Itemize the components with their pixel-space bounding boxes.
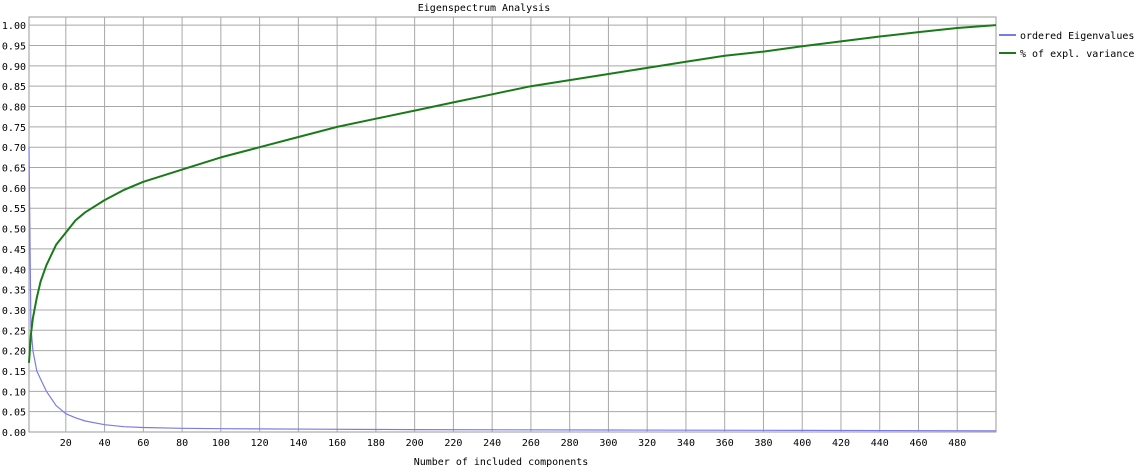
x-tick-label: 120 — [251, 438, 269, 449]
y-tick-label: 0.20 — [2, 347, 26, 358]
x-tick-label: 320 — [638, 438, 656, 449]
y-tick-label: 0.25 — [2, 326, 26, 337]
x-tick-label: 360 — [716, 438, 734, 449]
y-tick-label: 0.75 — [2, 123, 26, 134]
y-tick-label: 0.80 — [2, 103, 26, 114]
grid — [29, 17, 996, 432]
y-tick-label: 0.85 — [2, 82, 26, 93]
y-tick-label: 0.70 — [2, 143, 26, 154]
y-tick-label: 0.05 — [2, 408, 26, 419]
y-tick-label: 0.55 — [2, 204, 26, 215]
y-tick-label: 0.90 — [2, 62, 26, 73]
legend: ordered Eigenvalues % of expl. variance — [999, 31, 1134, 60]
y-tick-label: 0.40 — [2, 265, 26, 276]
x-tick-label: 480 — [948, 438, 966, 449]
x-tick-label: 60 — [137, 438, 149, 449]
x-tick-label: 200 — [406, 438, 424, 449]
x-tick-label: 280 — [561, 438, 579, 449]
tick-labels: 0.00 0.05 0.10 0.15 0.20 0.25 0.30 0.35 0.40 0.45… — [2, 21, 966, 449]
y-tick-label: 0.00 — [2, 428, 26, 439]
x-tick-label: 260 — [522, 438, 540, 449]
x-tick-label: 380 — [754, 438, 772, 449]
y-tick-label: 0.35 — [2, 286, 26, 297]
y-tick-label: 0.95 — [2, 41, 26, 52]
x-tick-label: 420 — [832, 438, 850, 449]
chart-title: Eigenspectrum Analysis — [418, 3, 550, 14]
x-axis-label: Number of included components — [414, 457, 589, 468]
y-tick-label: 1.00 — [2, 21, 26, 32]
plot-area — [28, 16, 997, 433]
series-line-1 — [28, 24, 997, 363]
y-tick-label: 0.45 — [2, 245, 26, 256]
series-layer — [28, 24, 997, 432]
y-tick-label: 0.65 — [2, 164, 26, 175]
x-tick-label: 220 — [444, 438, 462, 449]
series-line-0 — [28, 147, 997, 432]
x-tick-label: 160 — [328, 438, 346, 449]
y-tick-label: 0.60 — [2, 184, 26, 195]
x-tick-label: 400 — [793, 438, 811, 449]
x-tick-label: 100 — [212, 438, 230, 449]
x-tick-label: 80 — [176, 438, 188, 449]
y-tick-label: 0.10 — [2, 387, 26, 398]
x-tick-label: 180 — [367, 438, 385, 449]
x-tick-label: 140 — [289, 438, 307, 449]
x-tick-label: 340 — [677, 438, 695, 449]
legend-label: ordered Eigenvalues — [1020, 31, 1134, 42]
x-tick-label: 460 — [909, 438, 927, 449]
y-tick-label: 0.50 — [2, 225, 26, 236]
y-tick-label: 0.30 — [2, 306, 26, 317]
x-tick-label: 300 — [599, 438, 617, 449]
x-tick-label: 20 — [60, 438, 72, 449]
x-tick-label: 240 — [483, 438, 501, 449]
y-tick-label: 0.15 — [2, 367, 26, 378]
legend-label: % of expl. variance — [1020, 49, 1134, 60]
x-tick-label: 440 — [871, 438, 889, 449]
x-tick-label: 40 — [99, 438, 111, 449]
